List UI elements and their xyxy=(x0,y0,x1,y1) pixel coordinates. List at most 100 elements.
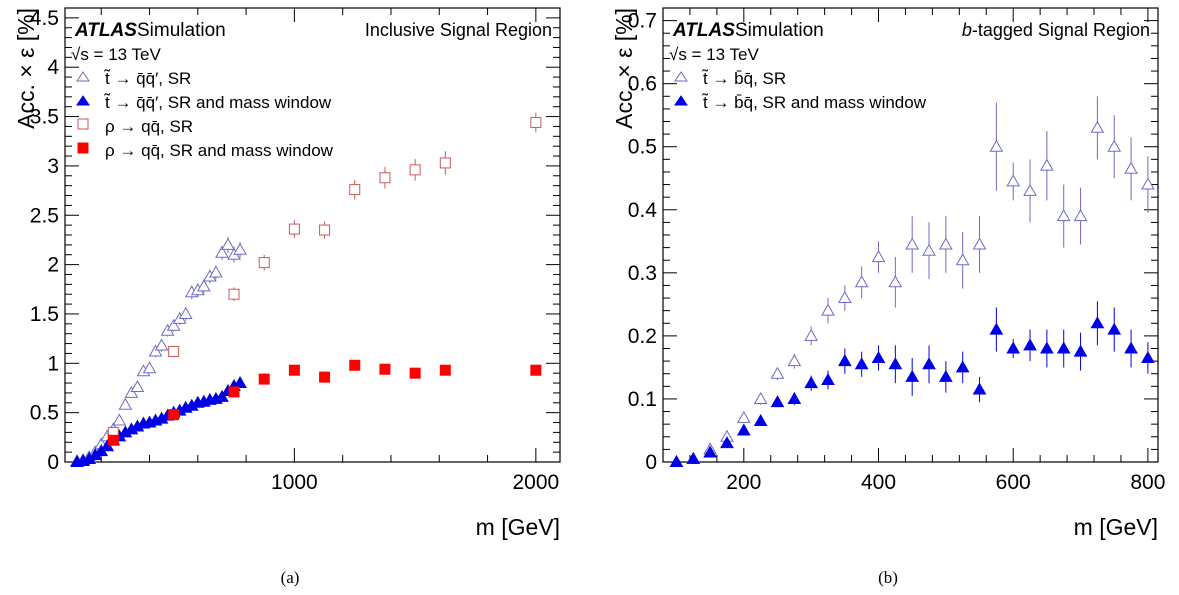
data-point xyxy=(1040,158,1054,171)
data-point xyxy=(787,354,802,367)
data-point xyxy=(148,344,163,357)
data-point xyxy=(821,303,835,316)
data-point xyxy=(409,367,421,379)
y-tick-label: 0.6 xyxy=(628,73,657,96)
data-point xyxy=(972,237,987,250)
y-tick-label: 0 xyxy=(645,451,657,474)
data-point xyxy=(1124,161,1138,174)
data-point xyxy=(955,253,970,266)
data-point xyxy=(972,382,987,395)
y-tick-label: 2 xyxy=(47,254,59,277)
y-tick-label: 3.5 xyxy=(30,106,59,129)
atlas-label: ATLAS xyxy=(74,20,137,41)
series-2 xyxy=(669,301,1155,467)
data-point xyxy=(349,184,361,196)
y-tick-label: 3 xyxy=(47,155,59,178)
chart-a: 0 0.5 1 1.5 2 2.5 3 3.5 4 4.5 1000 2000 m [GeV] Acc. … xyxy=(13,7,561,540)
data-point xyxy=(1090,316,1105,329)
data-point xyxy=(1056,209,1071,222)
data-point xyxy=(955,360,970,373)
x-axis-title: m [GeV] xyxy=(476,514,560,540)
series-1 xyxy=(70,236,247,467)
data-point xyxy=(215,245,229,258)
data-point xyxy=(1073,344,1088,357)
y-tick-label: 4 xyxy=(47,56,59,79)
data-point xyxy=(112,413,127,426)
data-point xyxy=(124,385,139,398)
y-tick-label: 0.2 xyxy=(628,325,657,348)
data-point xyxy=(1006,174,1021,187)
caption-b: (b) xyxy=(878,568,898,587)
data-point xyxy=(319,224,331,236)
region-label: b-tagged Signal Region xyxy=(962,20,1150,40)
atlas-sublabel: Simulation xyxy=(137,20,226,41)
data-point xyxy=(1056,341,1071,354)
data-point xyxy=(409,164,421,176)
data-point xyxy=(871,350,886,363)
x-tick-label: 400 xyxy=(861,471,896,494)
series-4 xyxy=(107,359,542,446)
data-point xyxy=(888,357,903,370)
data-point xyxy=(379,363,391,375)
legend-marker xyxy=(674,71,688,82)
legend-label: ρ → qq̄, SR xyxy=(105,117,193,136)
data-point xyxy=(686,451,701,464)
data-point xyxy=(837,354,852,367)
chart-panel-b: 0 0.1 0.2 0.3 0.4 0.5 0.6 0.7 200 400 600 800 m [GeV… xyxy=(598,0,1178,560)
data-point xyxy=(288,364,300,376)
data-point xyxy=(905,369,920,382)
data-point xyxy=(258,257,270,269)
y-axis-title: Acc. × ε [%] xyxy=(13,8,39,129)
y-axis-title: Acc. × ε [%] xyxy=(611,8,637,129)
data-point xyxy=(530,116,542,128)
data-point xyxy=(1006,341,1021,354)
region-label: Inclusive Signal Region xyxy=(365,20,552,40)
data-point xyxy=(669,454,684,467)
data-point xyxy=(888,275,903,288)
data-point xyxy=(1141,350,1155,363)
y-tick-label: 0.1 xyxy=(628,388,657,411)
data-point xyxy=(1124,341,1138,354)
y-tick-label: 0.5 xyxy=(30,402,59,425)
data-point xyxy=(118,397,133,410)
data-point xyxy=(154,338,169,351)
legend-label: ρ → qq̄, SR and mass window xyxy=(105,141,334,160)
data-point xyxy=(989,139,1004,152)
energy-label: √s = 13 TeV xyxy=(669,45,759,64)
data-point xyxy=(107,434,119,446)
y-tick-label: 2.5 xyxy=(30,204,59,227)
data-point xyxy=(770,366,785,379)
data-point xyxy=(804,328,819,341)
legend-marker xyxy=(77,118,89,130)
data-point xyxy=(753,391,768,404)
y-tick-label: 4.5 xyxy=(30,7,59,30)
data-point xyxy=(168,345,180,357)
data-point xyxy=(1023,183,1037,196)
data-point xyxy=(854,357,869,370)
data-point xyxy=(178,306,193,319)
data-point xyxy=(349,359,361,371)
legend-marker xyxy=(76,95,90,106)
y-tick-label: 0.7 xyxy=(628,10,657,33)
data-point xyxy=(989,322,1004,335)
data-point xyxy=(228,288,240,300)
legend-label: t̃ → b̄q̄, SR and mass window xyxy=(701,93,926,112)
data-point xyxy=(837,291,852,304)
energy-label: √s = 13 TeV xyxy=(71,45,161,64)
chart-panel-a: 0 0.5 1 1.5 2 2.5 3 3.5 4 4.5 1000 2000 m [GeV] Acc. … xyxy=(0,0,580,560)
data-point xyxy=(1107,139,1122,152)
data-point xyxy=(288,223,300,235)
data-point xyxy=(142,361,157,374)
data-point xyxy=(804,376,819,389)
legend-marker xyxy=(674,95,688,106)
data-point xyxy=(168,409,180,421)
legend-marker xyxy=(77,142,89,154)
data-point xyxy=(196,279,211,292)
legend-marker xyxy=(76,71,90,82)
series-2 xyxy=(70,376,247,467)
y-tick-label: 1 xyxy=(47,352,59,375)
x-axis-title: m [GeV] xyxy=(1074,514,1158,540)
data-point xyxy=(439,364,451,376)
legend-label: t̃ → q̄q̄′, SR and mass window xyxy=(103,93,331,112)
x-tick-label: 2000 xyxy=(512,471,559,494)
